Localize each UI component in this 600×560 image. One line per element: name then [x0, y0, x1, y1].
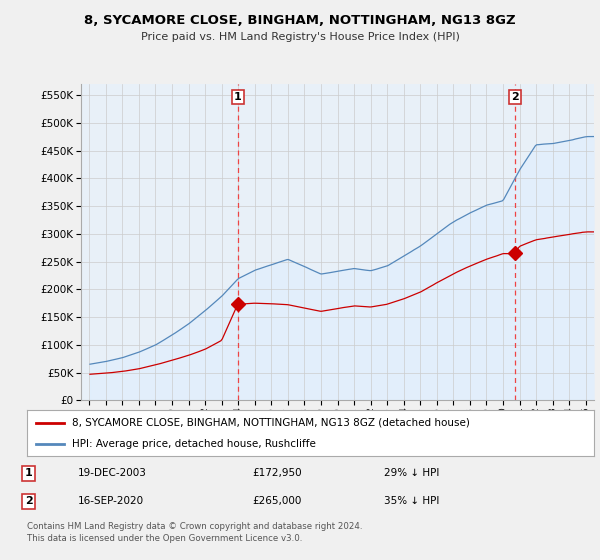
Text: 19-DEC-2003: 19-DEC-2003: [78, 468, 147, 478]
Text: Contains HM Land Registry data © Crown copyright and database right 2024.: Contains HM Land Registry data © Crown c…: [27, 522, 362, 531]
Text: This data is licensed under the Open Government Licence v3.0.: This data is licensed under the Open Gov…: [27, 534, 302, 543]
Text: HPI: Average price, detached house, Rushcliffe: HPI: Average price, detached house, Rush…: [73, 439, 316, 449]
Text: £265,000: £265,000: [252, 496, 301, 506]
Text: 29% ↓ HPI: 29% ↓ HPI: [384, 468, 439, 478]
Text: 16-SEP-2020: 16-SEP-2020: [78, 496, 144, 506]
Text: 8, SYCAMORE CLOSE, BINGHAM, NOTTINGHAM, NG13 8GZ (detached house): 8, SYCAMORE CLOSE, BINGHAM, NOTTINGHAM, …: [73, 418, 470, 428]
Text: 1: 1: [234, 92, 242, 102]
Text: 2: 2: [25, 496, 32, 506]
Text: Price paid vs. HM Land Registry's House Price Index (HPI): Price paid vs. HM Land Registry's House …: [140, 32, 460, 42]
Text: 2: 2: [511, 92, 518, 102]
Text: 8, SYCAMORE CLOSE, BINGHAM, NOTTINGHAM, NG13 8GZ: 8, SYCAMORE CLOSE, BINGHAM, NOTTINGHAM, …: [84, 14, 516, 27]
Text: £172,950: £172,950: [252, 468, 302, 478]
Text: 35% ↓ HPI: 35% ↓ HPI: [384, 496, 439, 506]
Text: 1: 1: [25, 468, 32, 478]
